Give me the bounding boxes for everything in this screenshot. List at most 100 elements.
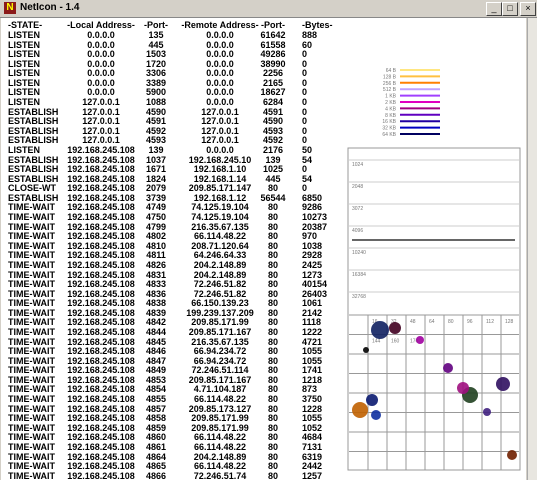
table-cell: 80 — [267, 432, 278, 443]
table-cell: 80 — [267, 221, 278, 232]
column-header: -Local Address- — [67, 20, 135, 30]
table-cell: 873 — [302, 384, 318, 395]
table-cell: 1118 — [302, 317, 322, 328]
legend-label: 64 B — [386, 68, 397, 74]
table-cell: LISTEN — [8, 144, 41, 155]
grid-cell-label: 160 — [391, 339, 400, 345]
table-cell: 66.114.48.22 — [193, 432, 247, 443]
table-cell: 0.0.0.0 — [206, 68, 234, 79]
activity-bubble — [496, 377, 510, 391]
table-cell: 192.168.245.108 — [67, 336, 135, 347]
table-cell: 192.168.1.12 — [193, 192, 247, 203]
table-cell: 1037 — [145, 154, 167, 165]
table-cell: 3750 — [302, 394, 323, 405]
graph-row-label: 10240 — [352, 250, 366, 256]
table-cell: 4810 — [145, 240, 167, 251]
table-cell: ESTABLISH — [8, 116, 59, 127]
table-cell: TIME-WAIT — [8, 403, 55, 414]
table-cell: 80 — [267, 298, 278, 309]
scrollbar[interactable] — [527, 18, 537, 480]
table-cell: TIME-WAIT — [8, 461, 55, 472]
table-cell: 4855 — [145, 394, 167, 405]
table-cell: 26403 — [302, 288, 328, 299]
table-cell: 192.168.245.108 — [67, 413, 135, 424]
table-cell: 50 — [302, 144, 313, 155]
table-cell: 4802 — [145, 231, 167, 242]
grid-cell-label: 48 — [410, 319, 416, 325]
minimize-button[interactable]: _ — [486, 2, 502, 16]
table-cell: 4839 — [145, 307, 167, 318]
table-cell: 216.35.67.135 — [191, 336, 249, 347]
table-cell: 0.0.0.0 — [206, 144, 234, 155]
activity-bubble — [366, 394, 378, 406]
table-cell: 4833 — [145, 279, 167, 290]
table-cell: 192.168.245.108 — [67, 164, 135, 175]
table-cell: 204.2.148.89 — [193, 269, 247, 280]
table-cell: 1052 — [302, 422, 323, 433]
table-cell: LISTEN — [8, 49, 41, 60]
table-cell: 4593 — [262, 125, 284, 136]
table-cell: 4592 — [262, 135, 284, 146]
table-cell: 18627 — [260, 87, 286, 98]
table-cell: 970 — [302, 231, 318, 242]
table-cell: 4593 — [145, 135, 167, 146]
table-cell: TIME-WAIT — [8, 432, 55, 443]
table-cell: 80 — [267, 212, 278, 223]
app-icon: N — [4, 2, 16, 14]
table-cell: 80 — [267, 394, 278, 405]
table-cell: 0 — [302, 106, 308, 117]
table-cell: ESTABLISH — [8, 173, 59, 184]
table-cell: 192.168.245.108 — [67, 355, 135, 366]
table-cell: 1025 — [262, 164, 284, 175]
table-cell: TIME-WAIT — [8, 451, 55, 462]
table-cell: 192.168.245.108 — [67, 202, 135, 213]
column-header: -Port- — [144, 20, 168, 30]
table-cell: 209.85.173.127 — [188, 403, 252, 414]
table-cell: 0 — [302, 68, 308, 79]
table-cell: 80 — [267, 279, 278, 290]
table-cell: 127.0.0.1 — [201, 106, 239, 117]
legend-label: 8 KB — [385, 113, 397, 119]
table-cell: 192.168.245.108 — [67, 183, 135, 194]
table-cell: 0.0.0.0 — [87, 68, 115, 79]
table-cell: 209.85.171.99 — [191, 422, 249, 433]
table-cell: 2256 — [262, 68, 284, 79]
table-cell: 4590 — [145, 106, 167, 117]
table-cell: 80 — [267, 365, 278, 376]
table-cell: 4684 — [302, 432, 323, 443]
table-cell: 445 — [265, 173, 281, 184]
table-cell: 3389 — [145, 77, 167, 88]
activity-bubble — [443, 363, 453, 373]
table-cell: CLOSE-WT — [8, 183, 56, 194]
table-cell: 127.0.0.1 — [201, 116, 239, 127]
table-cell: TIME-WAIT — [8, 221, 55, 232]
table-cell: 72.246.51.82 — [193, 279, 247, 290]
table-cell: 66.114.48.22 — [193, 441, 247, 452]
table-cell: 4811 — [146, 250, 166, 261]
table-cell: 80 — [267, 461, 278, 472]
table-cell: 0 — [302, 183, 308, 194]
close-button[interactable]: × — [520, 2, 536, 16]
table-cell: 1741 — [302, 365, 323, 376]
grid-cell-label: 144 — [372, 339, 381, 345]
table-cell: LISTEN — [8, 58, 41, 69]
table-cell: LISTEN — [8, 30, 41, 40]
table-cell: 192.168.245.108 — [67, 470, 135, 480]
grid-cell-label: 32 — [391, 319, 397, 325]
table-cell: 66.94.234.72 — [193, 346, 247, 357]
table-cell: 0 — [302, 164, 308, 175]
table-cell: 40154 — [302, 279, 328, 290]
table-cell: 192.168.245.108 — [67, 221, 135, 232]
graph-panel — [347, 147, 521, 471]
maximize-button[interactable]: □ — [502, 2, 518, 16]
table-cell: 1503 — [145, 49, 167, 60]
table-cell: 66.114.48.22 — [193, 231, 247, 242]
table-cell: 1055 — [302, 355, 323, 366]
table-cell: TIME-WAIT — [8, 374, 55, 385]
table-cell: 4592 — [145, 125, 167, 136]
table-cell: 216.35.67.135 — [191, 221, 249, 232]
title-bar: N NetIcon - 1.4 _ □ × — [0, 0, 537, 18]
legend-label: 4 KB — [385, 106, 397, 112]
activity-bubble — [352, 402, 368, 418]
table-cell: 209.85.171.147 — [188, 183, 252, 194]
